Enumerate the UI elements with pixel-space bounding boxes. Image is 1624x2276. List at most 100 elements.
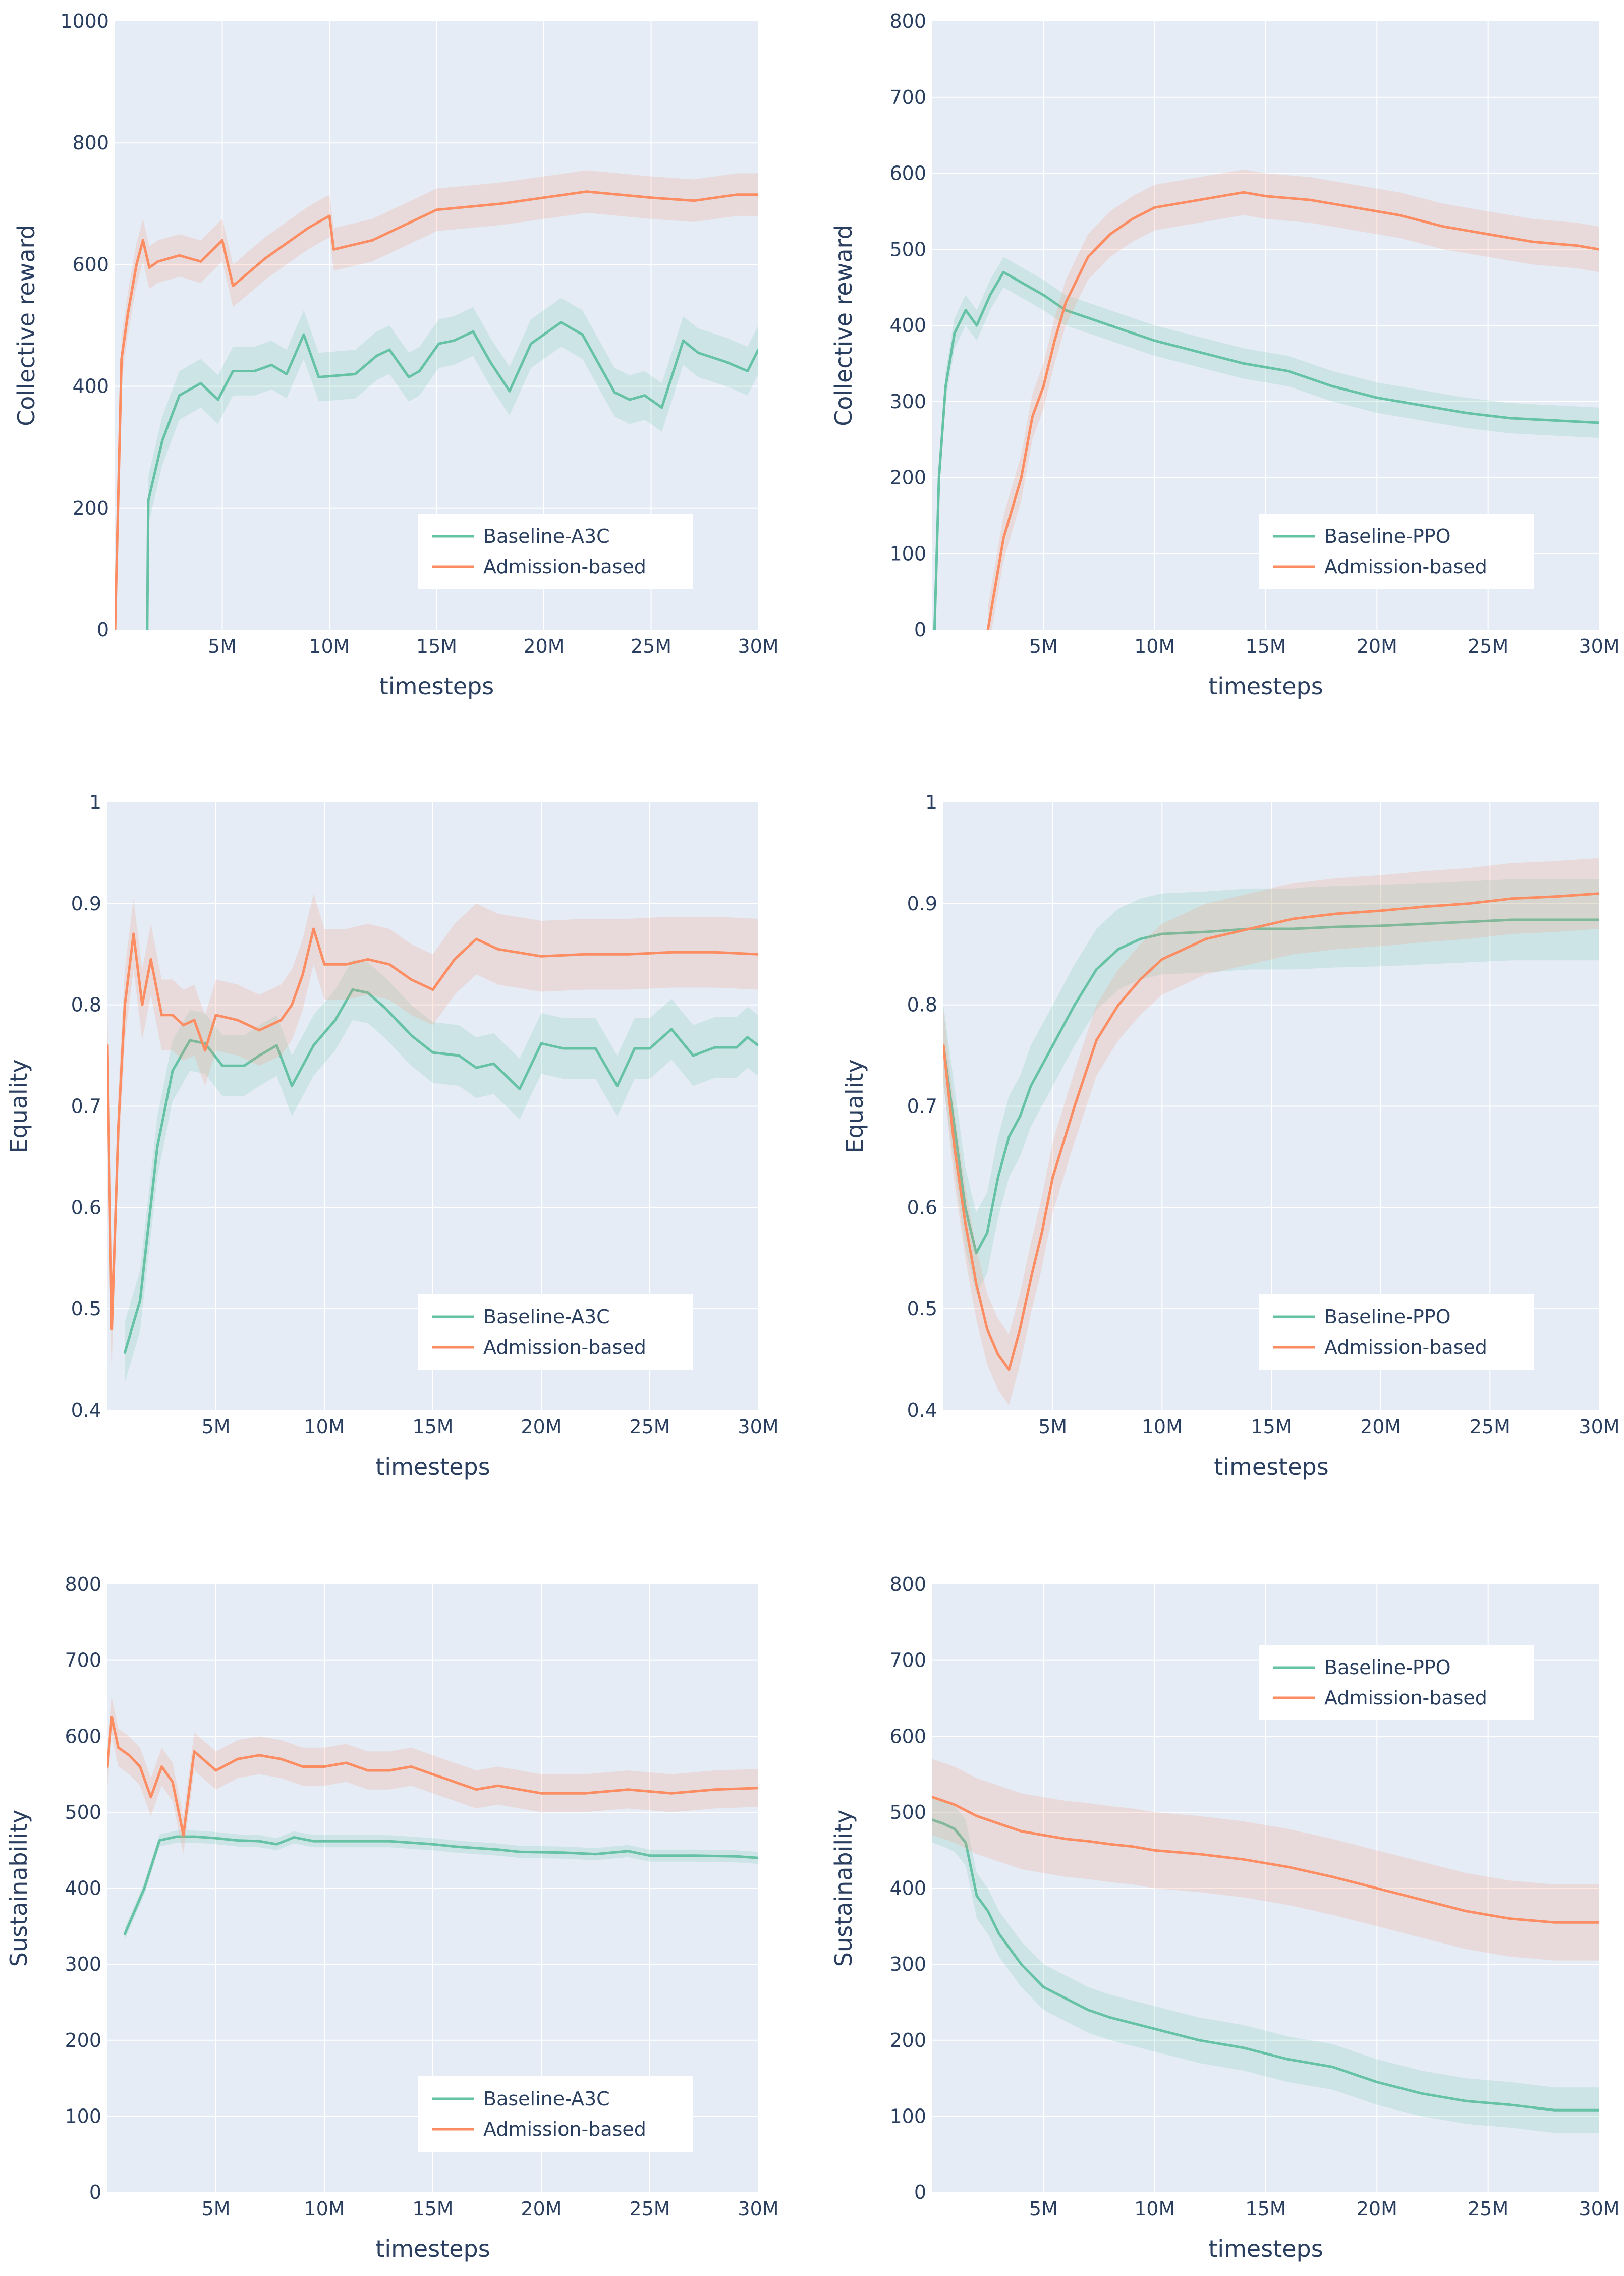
x-tick-label: 25M xyxy=(631,635,671,657)
data-point xyxy=(1509,417,1512,420)
data-point xyxy=(692,1854,695,1857)
data-point xyxy=(1309,198,1312,201)
data-point xyxy=(1109,2016,1111,2019)
data-point xyxy=(693,199,695,202)
data-point xyxy=(1064,1997,1067,2000)
data-point xyxy=(1020,1963,1023,1966)
legend-label: Baseline-A3C xyxy=(483,525,610,547)
data-point xyxy=(613,391,616,394)
data-point xyxy=(1335,912,1338,915)
data-point xyxy=(141,1004,144,1007)
x-axis-title: timesteps xyxy=(1214,1453,1328,1480)
data-point xyxy=(107,1765,109,1768)
data-point xyxy=(149,1796,152,1799)
data-point xyxy=(997,1932,1000,1935)
data-point xyxy=(307,227,309,230)
y-tick-label: 800 xyxy=(65,1573,101,1595)
data-point xyxy=(216,398,219,401)
data-point xyxy=(120,357,123,360)
y-tick-label: 400 xyxy=(889,314,926,337)
data-point xyxy=(279,1757,283,1760)
data-point xyxy=(583,953,586,956)
y-tick-label: 300 xyxy=(889,1953,926,1975)
data-point xyxy=(713,1046,716,1049)
data-point xyxy=(1286,2058,1290,2061)
data-point xyxy=(1019,1327,1022,1330)
legend-label: Baseline-PPO xyxy=(1324,525,1451,547)
confidence-band xyxy=(107,893,758,1365)
x-tick-label: 25M xyxy=(1468,635,1508,657)
data-point xyxy=(453,958,456,961)
legend-label: Admission-based xyxy=(1324,1687,1487,1709)
data-point xyxy=(1465,2099,1468,2102)
data-point xyxy=(410,1034,413,1037)
data-point xyxy=(418,370,421,372)
data-point xyxy=(366,1769,369,1772)
data-point xyxy=(997,1822,1000,1825)
data-point xyxy=(1375,2081,1378,2084)
data-point xyxy=(1153,206,1156,209)
y-axis-title: Collective reward xyxy=(13,225,40,426)
data-point xyxy=(221,239,223,242)
data-point xyxy=(214,1014,217,1017)
series-group xyxy=(107,1698,758,1940)
data-point xyxy=(149,958,152,961)
data-point xyxy=(1087,1840,1089,1843)
data-point xyxy=(388,1769,391,1772)
data-point xyxy=(1598,248,1599,251)
data-point xyxy=(458,1054,461,1057)
chart-5: 5M 10M 15M 20M 25M 30M 0 100 200 300 400 500 600 700 8… xyxy=(5,1573,779,2262)
data-point xyxy=(1020,476,1023,479)
data-point xyxy=(496,948,499,951)
data-point xyxy=(253,370,256,372)
data-point xyxy=(182,1834,185,1837)
data-point xyxy=(1042,1834,1045,1837)
data-point xyxy=(435,208,438,211)
data-point xyxy=(1042,385,1045,388)
y-axis-title: Equality xyxy=(841,1059,868,1153)
confidence-band xyxy=(147,298,758,630)
x-tick-label: 20M xyxy=(523,635,564,657)
y-tick-label: 0.7 xyxy=(71,1095,101,1118)
data-point xyxy=(975,324,978,327)
data-point xyxy=(1509,2103,1512,2106)
data-point xyxy=(1242,362,1245,365)
x-tick-label: 15M xyxy=(416,635,457,657)
legend-box xyxy=(1259,1645,1534,1720)
data-point xyxy=(453,339,455,342)
x-axis-title: timesteps xyxy=(1208,673,1323,700)
data-point xyxy=(431,1773,434,1776)
y-tick-label: 100 xyxy=(889,542,926,565)
data-point xyxy=(1510,918,1514,921)
data-point xyxy=(410,1765,413,1768)
data-point xyxy=(1598,918,1599,921)
data-point xyxy=(508,390,511,393)
data-point xyxy=(1264,195,1267,198)
y-tick-label: 500 xyxy=(889,238,926,260)
y-tick-label: 600 xyxy=(889,1725,926,1747)
data-point xyxy=(633,1047,636,1050)
data-point xyxy=(366,991,369,994)
data-point xyxy=(285,373,288,375)
series-line xyxy=(124,988,758,1353)
data-point xyxy=(627,1850,630,1853)
data-point xyxy=(188,1039,191,1042)
data-point xyxy=(989,294,992,297)
data-point xyxy=(585,190,588,193)
data-point xyxy=(1467,902,1470,905)
confidence-band xyxy=(125,1830,758,1940)
data-point xyxy=(616,1084,619,1087)
data-point xyxy=(279,1019,283,1022)
x-tick-label: 25M xyxy=(1468,2198,1508,2220)
legend-box xyxy=(418,514,693,589)
data-point xyxy=(147,499,150,502)
data-point xyxy=(697,351,700,354)
data-point xyxy=(371,239,374,242)
data-point xyxy=(932,1818,934,1821)
data-point xyxy=(933,628,936,630)
data-point xyxy=(692,1054,695,1057)
data-point xyxy=(1198,351,1201,354)
data-point xyxy=(757,348,758,351)
data-point xyxy=(1598,1921,1599,1924)
